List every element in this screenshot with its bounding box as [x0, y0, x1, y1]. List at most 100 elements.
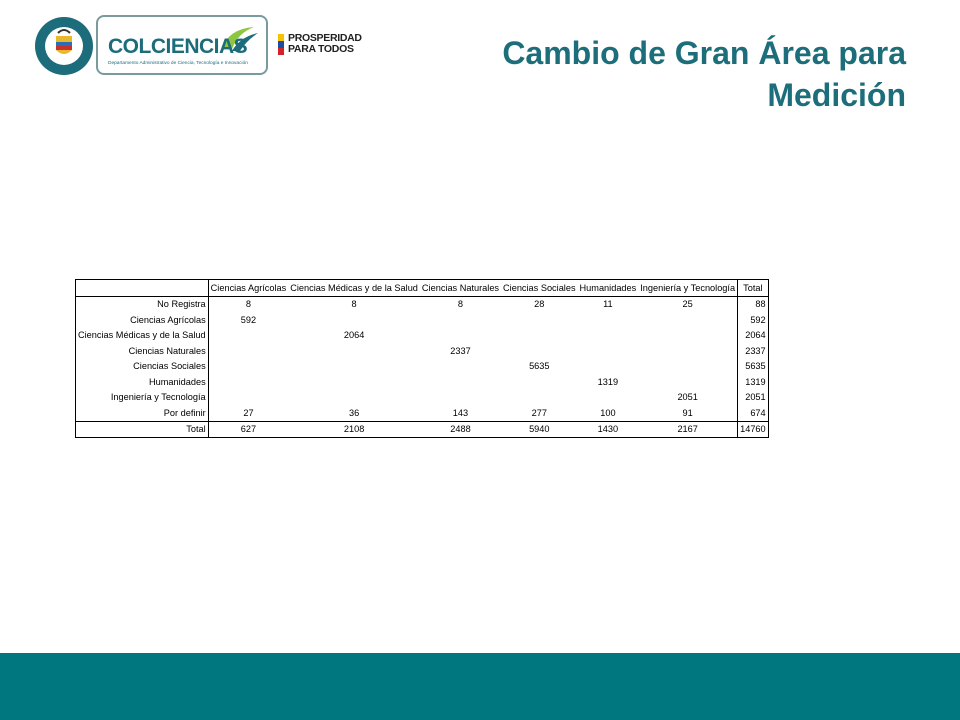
table-cell — [578, 359, 639, 375]
area-change-table-wrap: Ciencias Agrícolas Ciencias Médicas y de… — [75, 279, 769, 438]
row-label: Ciencias Agrícolas — [75, 312, 209, 328]
table-cell: 1319 — [597, 376, 619, 387]
table-cell — [420, 390, 501, 406]
table-cell: 5635 — [529, 361, 550, 372]
column-header-total: Total — [737, 279, 769, 297]
row-total-cell: 5635 — [737, 358, 769, 374]
table-cell — [208, 374, 288, 390]
table-cell: 36 — [348, 407, 360, 418]
table-cell — [420, 359, 501, 375]
brand-subtitle: Departamento Administrativo de Ciencia, … — [108, 61, 248, 66]
total-row: Total 627 2108 2488 5940 1430 2167 14760 — [75, 420, 769, 438]
prosperidad-text: PROSPERIDAD PARA TODOS — [288, 33, 362, 55]
row-label: No Registra — [75, 296, 209, 312]
table-cell: 8 — [351, 299, 357, 310]
table-cell: 143 — [452, 407, 469, 418]
table-cell — [501, 390, 578, 406]
table-cell — [578, 343, 639, 359]
table-cell: 592 — [240, 314, 257, 325]
table-cell: 8 — [457, 299, 464, 310]
row-label: Ingeniería y Tecnología — [75, 389, 209, 405]
table-row: Ciencias Médicas y de la Salud 2064 2064 — [75, 327, 769, 344]
colciencias-logo: COLCIENCIAS Departamento Administrativo … — [96, 15, 268, 75]
row-label: Total — [75, 420, 209, 438]
slide-title: Cambio de Gran Área para Medición — [386, 32, 906, 116]
slide-title-line1: Cambio de Gran Área para — [502, 35, 906, 71]
table-body: No Registra 8 8 8 28 11 25 88 Ciencias Agrícolas… — [75, 296, 769, 438]
flag-bars-icon — [278, 34, 284, 55]
table-cell — [638, 343, 737, 359]
table-cell: 5940 — [501, 420, 578, 438]
row-label: Ciencias Sociales — [75, 358, 209, 374]
footer-bar — [0, 653, 960, 720]
table-cell — [501, 343, 578, 359]
column-header: Humanidades — [577, 279, 639, 297]
row-total-cell: 2337 — [737, 343, 769, 359]
row-total-cell: 1319 — [737, 374, 769, 390]
table-cell: 25 — [682, 299, 693, 310]
table-cell — [208, 328, 288, 344]
table-cell — [420, 374, 501, 390]
table-row: No Registra 8 8 8 28 11 25 88 — [75, 296, 769, 312]
table-cell — [288, 390, 420, 406]
table-cell — [501, 328, 578, 344]
prosperidad-line1: PROSPERIDAD — [288, 32, 362, 44]
prosperidad-line2: PARA TODOS — [288, 43, 354, 55]
row-total-cell: 2064 — [737, 327, 769, 343]
table-cell — [638, 312, 737, 328]
header-logos — [34, 14, 94, 78]
slide-title-line2: Medición — [767, 77, 906, 113]
table-cell: 627 — [208, 420, 289, 438]
table-cell: 1430 — [577, 420, 639, 438]
table-cell: 8 — [245, 299, 252, 310]
column-header: Ingeniería y Tecnología — [638, 279, 738, 297]
table-cell — [208, 390, 288, 406]
header-row: Ciencias Agrícolas Ciencias Médicas y de… — [75, 279, 769, 297]
brand-name: COLCIENCIAS — [108, 35, 248, 58]
table-cell: 28 — [534, 299, 545, 310]
table-cell — [288, 312, 420, 328]
table-cell — [578, 312, 639, 328]
table-cell: 2108 — [288, 420, 420, 438]
table-cell: 27 — [243, 407, 254, 418]
table-cell: 2337 — [450, 345, 471, 356]
column-header: Ciencias Naturales — [419, 279, 502, 297]
row-label: Humanidades — [75, 374, 209, 390]
row-label: Por definir — [75, 405, 209, 421]
row-total-cell: 2051 — [737, 389, 769, 405]
corner-cell — [75, 279, 209, 297]
table-cell — [208, 359, 288, 375]
table-cell: 2488 — [419, 420, 502, 438]
colombia-seal-logo — [34, 16, 94, 76]
column-header: Ciencias Sociales — [501, 279, 578, 297]
column-header: Ciencias Agrícolas — [208, 279, 289, 297]
table-cell — [638, 328, 737, 344]
table-cell: 2051 — [677, 392, 698, 403]
table-cell — [578, 390, 639, 406]
table-cell — [501, 374, 578, 390]
leaf-swoosh-icon — [222, 27, 258, 51]
table-row: Ciencias Naturales 2337 2337 — [75, 343, 769, 359]
table-cell: 11 — [603, 299, 613, 310]
prosperidad-logo: PROSPERIDAD PARA TODOS — [278, 33, 374, 57]
table-cell — [638, 374, 737, 390]
table-row: Ciencias Sociales 5635 5635 — [75, 358, 769, 375]
table-cell — [288, 359, 420, 375]
table-cell — [208, 343, 288, 359]
row-label: Ciencias Médicas y de la Salud — [75, 327, 209, 343]
table-row: Por definir 27 36 143 277 100 91 674 — [75, 405, 769, 421]
area-change-table: Ciencias Agrícolas Ciencias Médicas y de… — [75, 279, 769, 438]
table-row: Ingeniería y Tecnología 2051 2051 — [75, 389, 769, 406]
table-cell: 91 — [682, 407, 693, 418]
row-total-cell: 14760 — [737, 420, 769, 438]
table-row: Humanidades 1319 1319 — [75, 374, 769, 390]
table-cell — [288, 374, 420, 390]
column-header: Ciencias Médicas y de la Salud — [288, 279, 420, 297]
table-cell: 100 — [600, 407, 616, 418]
row-total-cell: 592 — [737, 312, 769, 328]
table-cell — [501, 312, 578, 328]
table-row: Ciencias Agrícolas 592 592 — [75, 312, 769, 328]
table-cell: 2064 — [343, 330, 365, 341]
table-cell — [288, 343, 420, 359]
row-label: Ciencias Naturales — [75, 343, 209, 359]
